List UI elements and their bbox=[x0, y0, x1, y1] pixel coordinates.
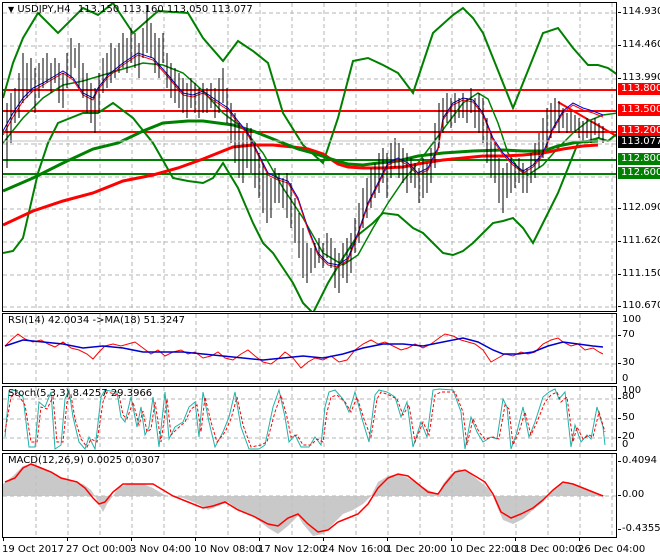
stochastic-panel[interactable]: Stoch(5,3,3) 8.4257 29.3966 bbox=[2, 386, 617, 451]
price-tick: 114.930 bbox=[622, 6, 660, 17]
rsi-tick: 30 bbox=[622, 357, 635, 368]
macd-tick: 0.4094 bbox=[622, 455, 657, 466]
time-axis: 19 Oct 2017 27 Oct 00:00 3 Nov 04:00 10 … bbox=[0, 537, 660, 560]
stoch-tick: 50 bbox=[622, 412, 635, 423]
time-label: 17 Nov 12:00 bbox=[258, 544, 326, 555]
current-price-label: 113.077 bbox=[618, 136, 660, 148]
price-tick: 110.670 bbox=[622, 300, 660, 311]
stoch-tick: 0 bbox=[622, 439, 629, 450]
rsi-chart-svg bbox=[3, 314, 616, 383]
price-bars bbox=[6, 6, 604, 293]
time-label: 1 Dec 20:00 bbox=[386, 544, 447, 555]
rsi-axis: 100 70 30 0 bbox=[618, 313, 660, 384]
time-label: 3 Nov 04:00 bbox=[130, 544, 192, 555]
price-tick: 111.150 bbox=[622, 268, 660, 279]
time-label: 24 Nov 16:00 bbox=[322, 544, 390, 555]
level-label-113500: 113.500 bbox=[618, 104, 660, 116]
macd-title: MACD(12,26,9) 0.0025 0.0307 bbox=[8, 455, 161, 466]
time-label: 19 Oct 2017 bbox=[2, 544, 64, 555]
stoch-title: Stoch(5,3,3) 8.4257 29.3966 bbox=[8, 388, 153, 399]
price-tick: 113.990 bbox=[622, 72, 660, 83]
macd-chart-svg bbox=[3, 454, 616, 537]
rsi-tick: 0 bbox=[622, 373, 629, 384]
time-label: 10 Nov 08:00 bbox=[194, 544, 262, 555]
stoch-tick: 80 bbox=[622, 391, 635, 402]
resistance-lines bbox=[3, 89, 616, 133]
price-chart-svg bbox=[3, 3, 616, 311]
stoch-chart-svg bbox=[3, 387, 616, 450]
rsi-tick: 100 bbox=[622, 314, 642, 325]
macd-panel[interactable]: MACD(12,26,9) 0.0025 0.0307 bbox=[2, 453, 617, 538]
level-label-113200: 113.200 bbox=[618, 125, 660, 137]
price-axis: 114.930 114.460 113.990 112.090 111.620 … bbox=[618, 2, 660, 312]
price-tick: 112.090 bbox=[622, 202, 660, 213]
price-tick: 114.460 bbox=[622, 39, 660, 50]
level-label-112600: 112.600 bbox=[618, 167, 660, 179]
rsi-title: RSI(14) 42.0034 ->MA(18) 51.3247 bbox=[8, 315, 185, 326]
stoch-tick: 20 bbox=[622, 431, 635, 442]
ohlc-values: 113.150 113.160 113.050 113.077 bbox=[77, 4, 253, 15]
triangle-down-icon[interactable]: ▼ bbox=[8, 5, 15, 14]
time-label: 26 Dec 04:00 bbox=[578, 544, 646, 555]
level-label-113800: 113.800 bbox=[618, 83, 660, 95]
stoch-axis: 100 80 50 20 0 bbox=[618, 385, 660, 451]
macd-tick: -0.4355 bbox=[622, 523, 660, 534]
time-label: 18 Dec 00:00 bbox=[514, 544, 582, 555]
symbol-label: USDJPY,H4 bbox=[17, 4, 71, 15]
price-tick: 111.620 bbox=[622, 235, 660, 246]
price-chart-panel[interactable]: ▼ USDJPY,H4 113.150 113.160 113.050 113.… bbox=[2, 2, 617, 312]
macd-axis: 0.4094 0.00 -0.4355 bbox=[618, 453, 660, 538]
rsi-panel[interactable]: RSI(14) 42.0034 ->MA(18) 51.3247 bbox=[2, 313, 617, 384]
time-label: 27 Oct 00:00 bbox=[66, 544, 132, 555]
macd-signal-line bbox=[4, 463, 604, 533]
macd-histogram bbox=[3, 464, 616, 536]
time-label: 10 Dec 22:00 bbox=[450, 544, 518, 555]
stoch-tick: 100 bbox=[622, 385, 642, 396]
macd-tick: 0.00 bbox=[622, 489, 645, 500]
level-label-112800: 112.800 bbox=[618, 153, 660, 165]
chart-title: ▼ USDJPY,H4 113.150 113.160 113.050 113.… bbox=[8, 4, 253, 15]
rsi-tick: 70 bbox=[622, 329, 635, 340]
